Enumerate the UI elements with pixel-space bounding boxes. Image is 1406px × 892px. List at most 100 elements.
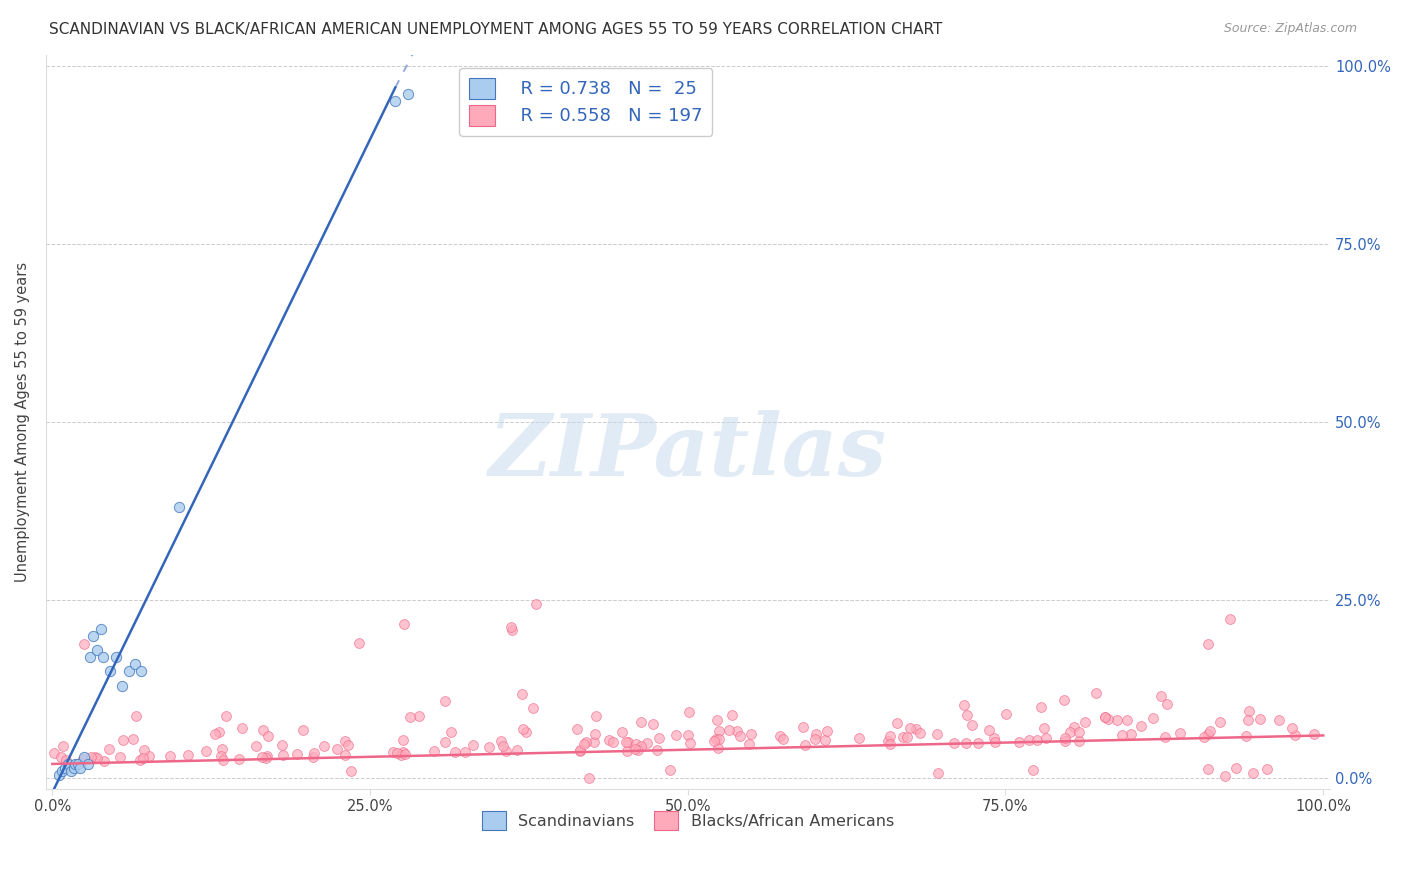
Point — [104, 650, 127, 665]
Point — [499, 620, 522, 634]
Point — [392, 745, 415, 759]
Point — [709, 731, 731, 746]
Point — [335, 734, 357, 748]
Point — [583, 727, 606, 741]
Point — [124, 657, 146, 672]
Point — [617, 735, 640, 749]
Point — [1150, 689, 1173, 703]
Point — [73, 637, 96, 651]
Point — [624, 741, 647, 756]
Point — [138, 748, 160, 763]
Point — [129, 753, 152, 767]
Point — [212, 753, 235, 767]
Point — [1142, 711, 1164, 725]
Point — [304, 746, 326, 760]
Point — [616, 743, 638, 757]
Point — [340, 764, 363, 778]
Point — [423, 744, 446, 758]
Point — [1213, 769, 1236, 783]
Point — [211, 741, 233, 756]
Point — [63, 760, 86, 774]
Point — [1022, 763, 1045, 777]
Point — [60, 764, 83, 778]
Point — [245, 739, 267, 753]
Point — [66, 756, 89, 771]
Legend: Scandinavians, Blacks/African Americans: Scandinavians, Blacks/African Americans — [475, 805, 900, 836]
Point — [814, 733, 837, 747]
Point — [349, 636, 371, 650]
Point — [725, 724, 748, 739]
Point — [69, 760, 91, 774]
Point — [572, 737, 595, 751]
Point — [396, 87, 419, 102]
Point — [72, 752, 94, 766]
Point — [271, 747, 294, 762]
Point — [585, 709, 607, 723]
Point — [1008, 734, 1031, 748]
Point — [1053, 692, 1076, 706]
Point — [86, 643, 108, 657]
Point — [706, 713, 728, 727]
Point — [1197, 637, 1219, 651]
Point — [703, 734, 725, 748]
Point — [1026, 733, 1049, 747]
Point — [326, 742, 349, 756]
Point — [636, 736, 658, 750]
Point — [953, 698, 976, 713]
Point — [624, 737, 647, 751]
Point — [1241, 766, 1264, 780]
Point — [567, 722, 589, 736]
Point — [90, 622, 112, 636]
Point — [1059, 724, 1081, 739]
Point — [984, 735, 1007, 749]
Point — [879, 729, 901, 743]
Point — [389, 747, 412, 762]
Point — [495, 744, 517, 758]
Point — [641, 716, 664, 731]
Point — [1239, 704, 1261, 718]
Point — [876, 734, 898, 748]
Point — [122, 731, 145, 746]
Point — [228, 751, 250, 765]
Point — [1097, 712, 1119, 726]
Point — [108, 750, 131, 764]
Point — [56, 756, 79, 771]
Point — [1074, 715, 1097, 730]
Point — [1198, 724, 1220, 739]
Point — [51, 764, 73, 778]
Point — [98, 742, 121, 756]
Point — [1111, 728, 1133, 742]
Point — [983, 731, 1005, 745]
Point — [1107, 714, 1129, 728]
Point — [1067, 734, 1090, 748]
Point — [676, 728, 699, 742]
Point — [904, 722, 927, 736]
Point — [159, 749, 181, 764]
Point — [98, 665, 121, 679]
Point — [53, 760, 76, 774]
Point — [292, 723, 315, 737]
Point — [501, 624, 523, 638]
Point — [1119, 727, 1142, 741]
Point — [630, 739, 652, 753]
Point — [960, 718, 983, 732]
Point — [1236, 713, 1258, 727]
Point — [769, 730, 792, 744]
Point — [1302, 727, 1324, 741]
Point — [506, 743, 529, 757]
Point — [125, 708, 148, 723]
Point — [792, 720, 814, 734]
Point — [1197, 762, 1219, 776]
Point — [648, 731, 671, 745]
Point — [707, 724, 730, 739]
Point — [910, 726, 932, 740]
Point — [704, 732, 727, 747]
Point — [478, 740, 501, 755]
Point — [740, 727, 762, 741]
Point — [526, 597, 548, 611]
Point — [522, 701, 544, 715]
Point — [575, 735, 598, 749]
Point — [925, 726, 948, 740]
Point — [879, 737, 901, 751]
Point — [209, 748, 232, 763]
